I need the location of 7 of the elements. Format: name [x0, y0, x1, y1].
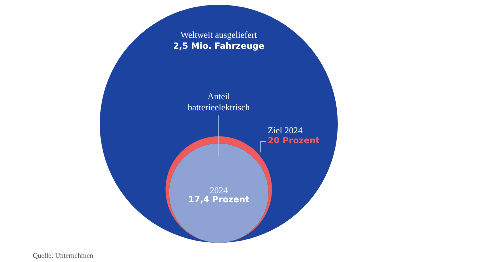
data-label: 2,5 Mio. Fahrzeuge: [173, 42, 265, 52]
text: Anteil batterieelektrisch: [188, 92, 250, 113]
data-label: 17,4 Prozent: [188, 195, 250, 206]
category-label: Ziel 2024: [268, 126, 304, 136]
data-label: 20 Prozent: [268, 136, 320, 147]
category-label: Weltweit ausgeliefert: [180, 30, 258, 40]
category-label: 2024: [210, 185, 228, 196]
